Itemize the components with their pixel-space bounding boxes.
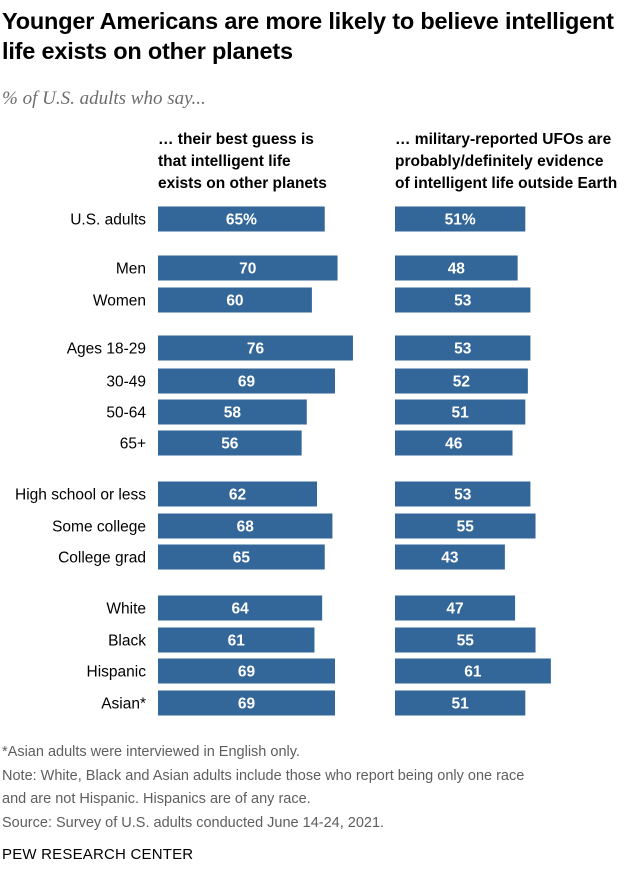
category-label: 30-49 <box>106 374 146 391</box>
bar-value-label: 65 <box>233 550 251 567</box>
note-asian: *Asian adults were interviewed in Englis… <box>2 744 300 760</box>
bar-value-label: 69 <box>238 374 256 391</box>
footer-brand: PEW RESEARCH CENTER <box>2 846 194 863</box>
bar-series-2 <box>395 399 526 425</box>
bar-value-label: 53 <box>454 293 472 310</box>
bar-series-1 <box>158 544 325 570</box>
bar-series-2 <box>395 627 536 653</box>
bar-series-2 <box>395 544 505 570</box>
bar-value-label: 51% <box>445 212 476 229</box>
note-race-2: and are not Hispanic. Hispanics are of a… <box>2 791 311 807</box>
bar-value-label: 53 <box>454 341 472 358</box>
category-label: 50-64 <box>106 405 146 422</box>
bar-value-label: 55 <box>457 519 475 536</box>
bar-series-1 <box>158 206 325 232</box>
bar-value-label: 43 <box>441 550 459 567</box>
note-race-1: Note: White, Black and Asian adults incl… <box>2 767 525 784</box>
bar-value-label: 51 <box>452 696 470 713</box>
category-label: Asian* <box>101 696 146 713</box>
notes: *Asian adults were interviewed in Englis… <box>2 741 524 835</box>
category-label: Black <box>108 633 146 650</box>
bar-value-label: 51 <box>452 405 470 422</box>
bar-value-label: 46 <box>445 436 463 453</box>
bar-value-label: 47 <box>446 601 463 618</box>
bar-series-1 <box>158 368 335 394</box>
bar-value-label: 70 <box>239 261 256 278</box>
bar-series-1 <box>158 335 353 361</box>
bar-value-label: 58 <box>224 405 242 422</box>
bar-series-1 <box>158 287 312 313</box>
bar-series-1 <box>158 255 338 281</box>
bar-series-1 <box>158 399 307 425</box>
bar-value-label: 62 <box>229 487 246 504</box>
bar-series-1 <box>158 627 315 653</box>
category-label: 65+ <box>120 436 146 453</box>
bar-series-2 <box>395 335 531 361</box>
bar-value-label: 69 <box>238 696 256 713</box>
bar-value-label: 48 <box>448 261 466 278</box>
chart-title: Younger Americans are more likely to bel… <box>2 8 614 64</box>
category-label: U.S. adults <box>70 212 146 229</box>
bar-value-label: 68 <box>237 519 255 536</box>
bar-series-1 <box>158 595 323 621</box>
bar-series-2 <box>395 690 526 716</box>
bar-value-label: 64 <box>231 601 249 618</box>
bar-value-label: 69 <box>238 664 256 681</box>
bar-series-1 <box>158 430 302 456</box>
series-2-header: … military-reported UFOs are probably/de… <box>395 131 618 192</box>
chart-subtitle: % of U.S. adults who say... <box>2 88 206 109</box>
note-source: Source: Survey of U.S. adults conducted … <box>2 814 385 831</box>
bar-series-1 <box>158 690 335 716</box>
bar-series-2 <box>395 206 526 232</box>
bar-value-label: 56 <box>221 436 239 453</box>
category-label: White <box>106 601 146 618</box>
category-label: Some college <box>52 519 146 536</box>
bar-value-label: 55 <box>457 633 475 650</box>
bar-chart: U.S. adults Men Women Ages 18-29 30-49 50-64 6… <box>15 206 551 716</box>
bar-value-label: 61 <box>228 633 246 650</box>
bar-series-1 <box>158 481 318 507</box>
series-1-header: … their best guess is that intelligent l… <box>158 131 327 192</box>
bar-value-label: 52 <box>453 374 470 391</box>
bar-series-2 <box>395 255 518 281</box>
bar-value-label: 60 <box>226 293 243 310</box>
bar-series-2 <box>395 481 531 507</box>
bar-series-2 <box>395 368 528 394</box>
category-label: Ages 18-29 <box>67 341 146 358</box>
category-label: Hispanic <box>87 664 147 681</box>
bar-value-label: 65% <box>226 212 257 229</box>
category-label: College grad <box>58 550 146 567</box>
category-label: Men <box>116 261 146 278</box>
bar-series-2 <box>395 658 551 684</box>
bar-value-label: 61 <box>464 664 482 681</box>
bar-value-label: 53 <box>454 487 472 504</box>
bar-series-2 <box>395 287 531 313</box>
bar-value-label: 76 <box>247 341 265 358</box>
category-label: Women <box>93 293 146 310</box>
bar-series-2 <box>395 513 536 539</box>
bar-series-1 <box>158 513 333 539</box>
category-label: High school or less <box>15 487 146 504</box>
bar-series-2 <box>395 595 516 621</box>
bar-series-1 <box>158 658 335 684</box>
bar-series-2 <box>395 430 513 456</box>
